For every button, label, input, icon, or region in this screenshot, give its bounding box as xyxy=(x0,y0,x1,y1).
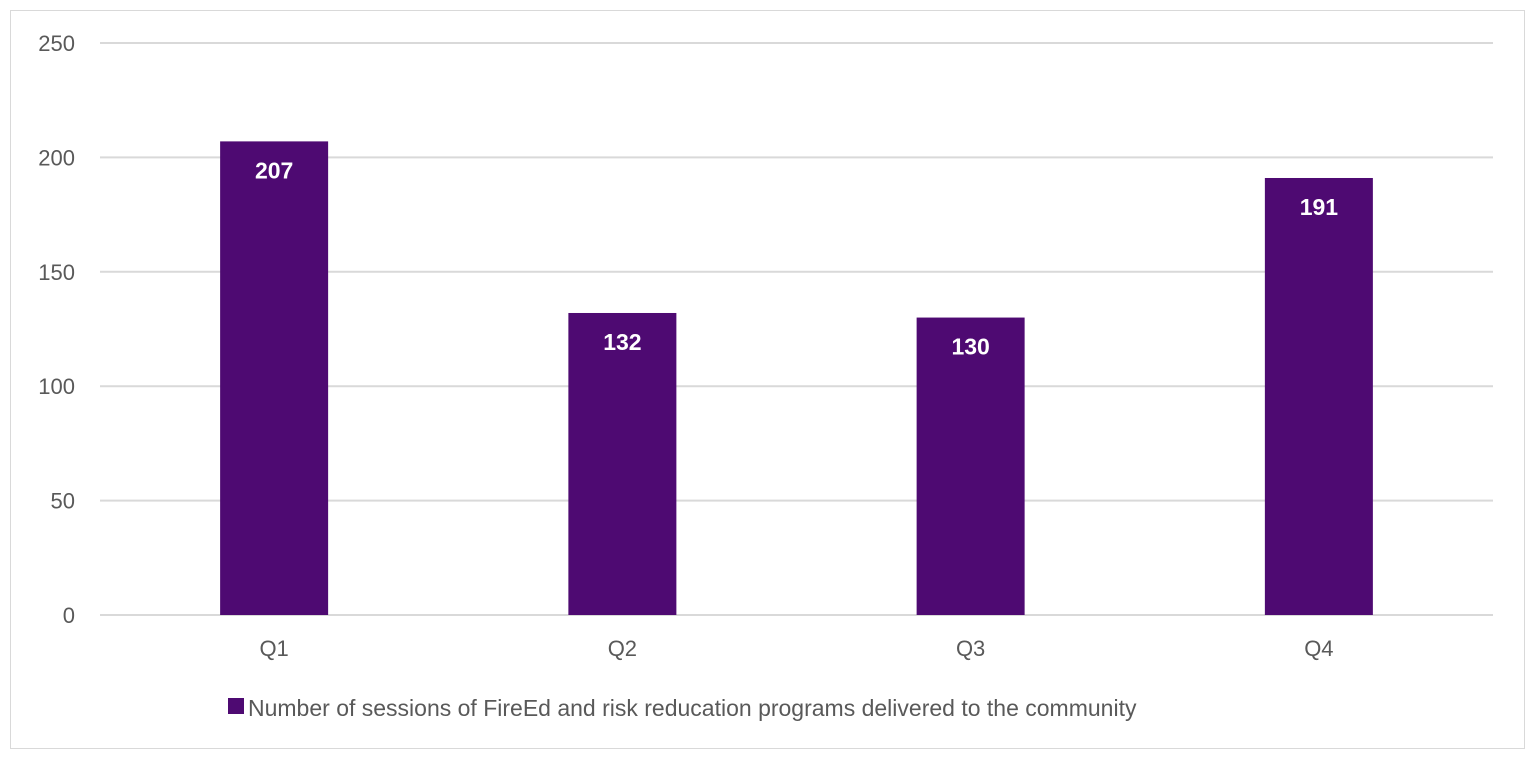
x-tick-label: Q2 xyxy=(608,636,637,661)
data-label: 132 xyxy=(603,329,641,355)
y-tick-label: 100 xyxy=(38,374,75,399)
data-label: 130 xyxy=(951,334,989,360)
data-label: 191 xyxy=(1300,194,1339,220)
bar-q3 xyxy=(916,317,1025,615)
bar-q2 xyxy=(568,312,677,615)
legend-swatch xyxy=(228,698,244,714)
x-axis: Q1 Q2 Q3 Q4 xyxy=(259,636,1333,661)
y-tick-label: 200 xyxy=(38,145,75,170)
data-label: 207 xyxy=(255,157,293,183)
chart-frame xyxy=(10,10,1525,749)
bar-q1 xyxy=(220,141,329,615)
x-tick-label: Q4 xyxy=(1304,636,1333,661)
gridlines xyxy=(100,42,1493,616)
legend: Number of sessions of FireEd and risk re… xyxy=(228,695,1137,721)
y-tick-label: 50 xyxy=(51,489,75,514)
x-tick-label: Q3 xyxy=(956,636,985,661)
y-tick-label: 0 xyxy=(63,603,75,628)
bars: 207 132 130 191 xyxy=(220,141,1373,615)
y-axis: 0 50 100 150 200 250 xyxy=(38,31,75,628)
bar-q4 xyxy=(1264,177,1373,615)
legend-label: Number of sessions of FireEd and risk re… xyxy=(248,695,1137,721)
y-tick-label: 250 xyxy=(38,31,75,56)
y-tick-label: 150 xyxy=(38,260,75,285)
x-tick-label: Q1 xyxy=(259,636,288,661)
